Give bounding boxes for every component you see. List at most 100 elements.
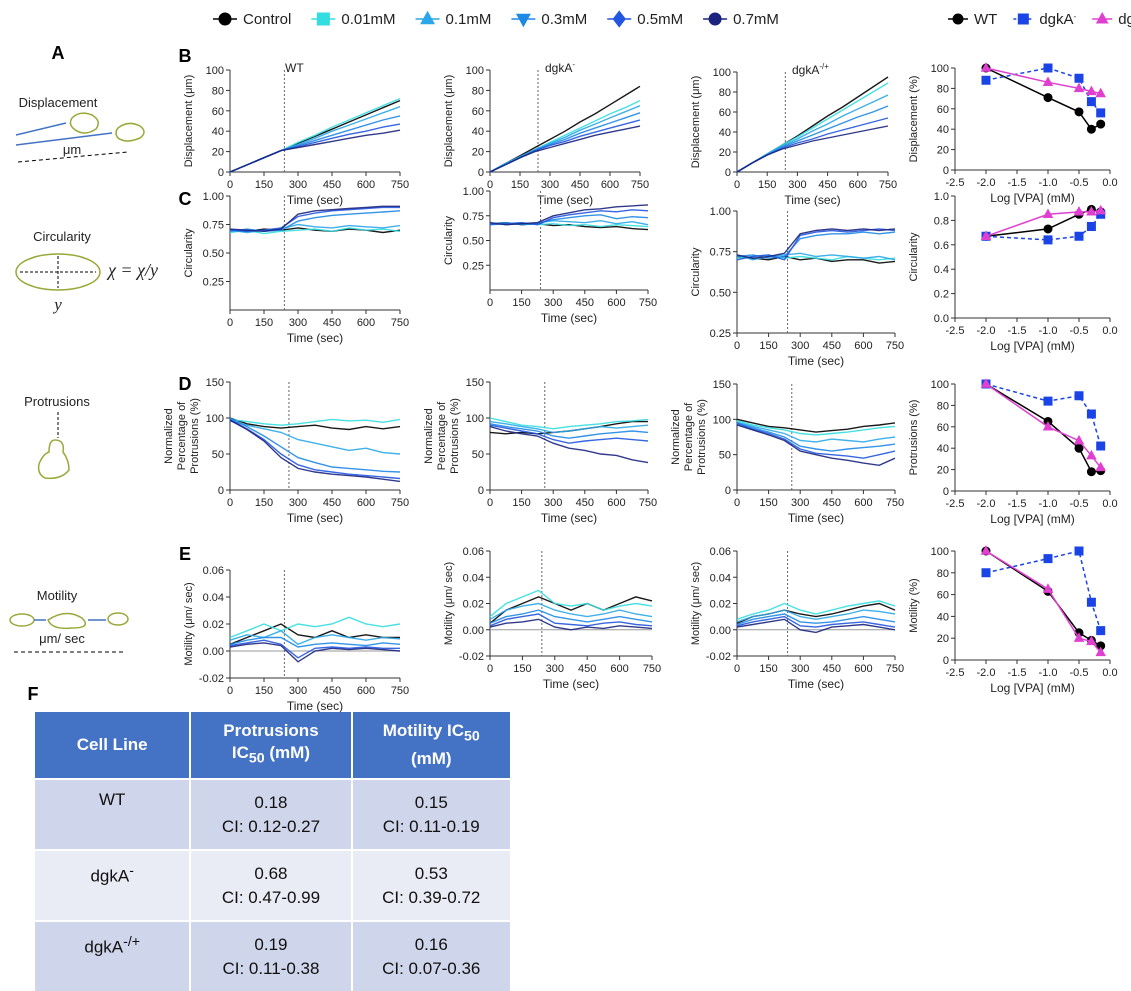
cell-line: dgkA (90, 867, 129, 886)
y-axis-label: Displacement (μm) (690, 76, 702, 169)
x-tick-label: 600 (357, 317, 375, 329)
data-point (1087, 223, 1095, 231)
data-point (1087, 125, 1095, 133)
schematic-label: Protrusions (24, 394, 90, 409)
x-tick-label: -1.5 (1008, 325, 1027, 337)
x-tick-label: 150 (759, 663, 777, 675)
x-tick-label: 750 (391, 317, 409, 329)
ci: CI: 0.07-0.36 (382, 959, 480, 978)
cell-shape (48, 613, 85, 628)
y-tick-label: 100 (206, 413, 224, 425)
y-tick-label: 0.6 (934, 240, 949, 252)
y-tick-label: 0.02 (463, 599, 484, 611)
chart-title-base: dgkA (792, 63, 819, 77)
x-tick-label: -1.0 (1039, 325, 1058, 337)
data-point (1075, 547, 1083, 555)
x-tick-label: 0.0 (1102, 325, 1117, 337)
schematic-label: y (52, 295, 62, 314)
header-cell: ProtrusionsIC50 (mM) (190, 712, 351, 779)
series-line (230, 418, 400, 430)
legend-label-base: dgkA (1118, 11, 1131, 28)
series-line (737, 232, 895, 258)
y-tick-label: 0.02 (203, 619, 224, 631)
y-tick-label: 0.04 (203, 592, 224, 604)
y-tick-label: 100 (466, 413, 484, 425)
x-tick-label: 300 (289, 685, 307, 697)
data-point (1097, 442, 1105, 450)
schematic-label: Motility (37, 588, 78, 603)
cell-shape (70, 113, 98, 133)
y-tick-label: 0.50 (463, 236, 484, 248)
y-tick-label: 0.04 (463, 572, 484, 584)
data-point (1087, 98, 1095, 106)
x-tick-label: 150 (512, 297, 530, 309)
chart-title: WT (285, 61, 304, 75)
x-axis-label: Time (sec) (287, 331, 343, 345)
x-axis-label: Log [VPA] (mM) (990, 191, 1074, 205)
legend-label: 0.01mM (341, 11, 395, 28)
y-tick-label: 0.00 (710, 625, 731, 637)
series-line (230, 211, 400, 232)
x-tick-label: 600 (610, 663, 628, 675)
header-text: (mM) (269, 743, 310, 762)
y-tick-label: 0.2 (934, 289, 949, 301)
y-axis-label: Displacement (μm) (443, 75, 455, 168)
formula: χ = χ/y (106, 260, 158, 280)
legend-label: dgkA- (1039, 11, 1076, 28)
y-tick-label: 80 (472, 85, 484, 97)
header-text: 50 (464, 729, 480, 745)
y-axis-label: Motility (μm/ sec) (443, 562, 455, 645)
y-tick-label: 0 (218, 485, 224, 497)
y-tick-label: 100 (931, 546, 949, 558)
x-tick-label: 450 (323, 179, 341, 191)
panel-label: D (179, 374, 192, 394)
x-tick-label: 300 (544, 497, 562, 509)
x-tick-label: 450 (823, 497, 841, 509)
table-row: dgkA-/+ 0.19CI: 0.11-0.38 0.16CI: 0.07-0… (35, 921, 511, 991)
x-tick-label: 300 (788, 179, 806, 191)
data-point (982, 569, 990, 577)
cell: 0.15CI: 0.11-0.19 (352, 779, 512, 850)
header-text: (mM) (411, 749, 452, 768)
y-tick-label: 80 (937, 568, 949, 580)
x-axis-label: Time (sec) (287, 511, 343, 525)
series-line (490, 120, 640, 172)
x-tick-label: 450 (576, 297, 594, 309)
x-tick-label: 0 (734, 179, 740, 191)
x-tick-label: 450 (323, 317, 341, 329)
header-text: IC (232, 743, 249, 762)
series-line (230, 418, 400, 472)
y-tick-label: 0.06 (710, 546, 731, 558)
x-tick-label: 150 (513, 663, 531, 675)
cell-line-sup: -/+ (123, 934, 140, 950)
x-tick-label: 600 (601, 179, 619, 191)
y-axis-label: Protrusions (%) (696, 399, 708, 475)
data-point (1097, 109, 1105, 117)
y-tick-label: 0.0 (934, 313, 949, 325)
series-line (737, 95, 888, 172)
y-tick-label: 0 (725, 485, 731, 497)
schematic-label: μm (63, 142, 81, 157)
data-point (1044, 225, 1052, 233)
x-tick-label: -2.5 (946, 325, 965, 337)
x-axis-label: Time (sec) (287, 193, 343, 207)
legend-label: 0.1mM (446, 11, 492, 28)
data-point (1044, 397, 1052, 405)
ci: CI: 0.11-0.19 (383, 817, 480, 836)
y-tick-label: 40 (937, 611, 949, 623)
x-tick-label: 0 (227, 179, 233, 191)
x-tick-label: 750 (391, 497, 409, 509)
y-tick-label: 0.25 (710, 328, 731, 340)
x-tick-label: 600 (854, 663, 872, 675)
y-tick-label: 60 (719, 107, 731, 119)
legend-label-sup: - (1074, 12, 1077, 21)
y-tick-label: 50 (719, 450, 731, 462)
ic50: 0.16 (415, 935, 448, 954)
y-tick-label: 0 (478, 167, 484, 179)
x-tick-label: 0 (487, 297, 493, 309)
series-line (230, 419, 400, 425)
y-axis-label: Displacement (%) (908, 76, 920, 163)
schematic-label: Displacement (19, 95, 98, 110)
data-point (982, 76, 990, 84)
y-axis-label: Percentage of (176, 401, 188, 470)
